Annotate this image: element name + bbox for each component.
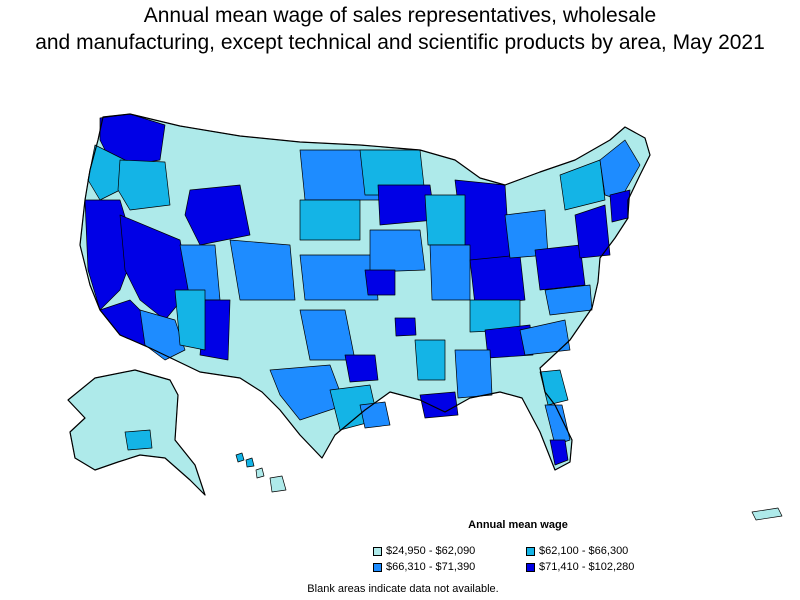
legend-item-4: $71,410 - $102,280 bbox=[526, 561, 634, 574]
region-upstate-new-york bbox=[559, 159, 606, 211]
region-carolinas bbox=[519, 319, 571, 356]
legend-label-2: $62,100 - $66,300 bbox=[539, 545, 629, 557]
legend-item-3: $66,310 - $71,390 bbox=[373, 561, 475, 574]
region-miami bbox=[549, 439, 569, 466]
map-title: Annual mean wage of sales representative… bbox=[0, 2, 800, 56]
region-illinois bbox=[429, 244, 471, 301]
region-dallas bbox=[344, 354, 379, 383]
region-colorado bbox=[229, 239, 296, 301]
legend-swatch-1 bbox=[373, 547, 382, 556]
region-virginia-south bbox=[544, 284, 593, 316]
region-eastern-oregon bbox=[117, 159, 171, 211]
region-new-york-philly bbox=[574, 204, 611, 259]
region-houston bbox=[359, 401, 391, 429]
region-boston bbox=[609, 189, 631, 223]
region-arkansas bbox=[414, 339, 446, 381]
region-georgia-coast bbox=[539, 369, 569, 406]
legend-label-3: $66,310 - $71,390 bbox=[386, 561, 476, 573]
region-hawaii-island-4 bbox=[269, 475, 287, 493]
map-title-line-2: and manufacturing, except technical and … bbox=[35, 31, 765, 54]
region-wisconsin bbox=[424, 194, 466, 246]
legend-swatch-4 bbox=[526, 563, 535, 572]
region-kansas bbox=[299, 254, 379, 301]
legend-swatch-2 bbox=[526, 547, 535, 556]
region-phoenix bbox=[139, 309, 186, 361]
region-florida-central bbox=[544, 404, 571, 446]
region-hawaii-island-3 bbox=[255, 467, 265, 479]
region-new-england bbox=[599, 139, 641, 201]
region-iowa bbox=[369, 229, 426, 273]
region-wyoming bbox=[184, 184, 251, 246]
region-hawaii-island-1 bbox=[235, 452, 245, 463]
region-arizona-north bbox=[174, 289, 206, 351]
legend-title: Annual mean wage bbox=[468, 519, 568, 531]
region-anchorage bbox=[124, 429, 153, 451]
legend-item-1: $24,950 - $62,090 bbox=[373, 545, 475, 558]
region-tulsa bbox=[394, 317, 417, 337]
legend-label-4: $71,410 - $102,280 bbox=[539, 561, 635, 573]
us-border bbox=[79, 113, 651, 471]
region-puerto-rico bbox=[751, 507, 783, 521]
map-title-line-1: Annual mean wage of sales representative… bbox=[143, 4, 657, 27]
region-indiana-ohio bbox=[469, 254, 526, 306]
map-outlines bbox=[67, 113, 651, 496]
region-mississippi-alabama bbox=[454, 349, 493, 399]
region-west-texas bbox=[269, 364, 346, 421]
region-virginia-dc bbox=[534, 244, 586, 291]
map-regions bbox=[67, 113, 783, 521]
region-new-orleans bbox=[419, 391, 459, 419]
region-kansas-city bbox=[364, 269, 396, 296]
legend-label-1: $24,950 - $62,090 bbox=[386, 545, 476, 557]
region-south-dakota bbox=[299, 199, 361, 241]
legend-swatch-3 bbox=[373, 563, 382, 572]
data-availability-note: Blank areas indicate data not available. bbox=[307, 583, 499, 595]
region-texas-panhandle bbox=[299, 309, 356, 361]
alaska-border bbox=[67, 369, 206, 496]
region-hawaii-island-2 bbox=[245, 457, 255, 468]
legend-item-2: $62,100 - $66,300 bbox=[526, 545, 628, 558]
